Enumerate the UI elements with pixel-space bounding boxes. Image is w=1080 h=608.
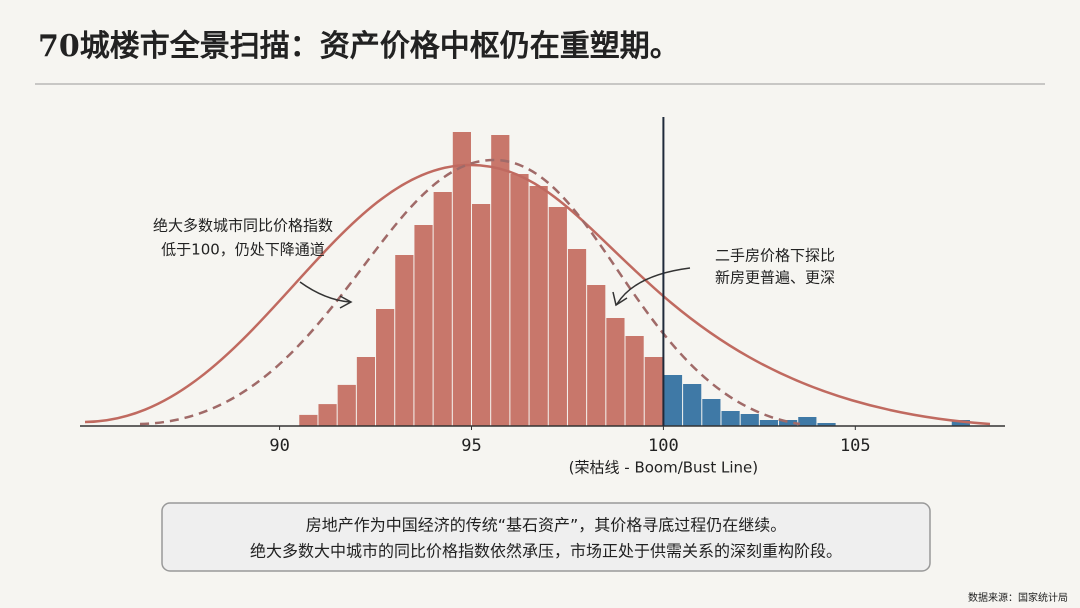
bar	[567, 249, 587, 426]
annotation: 低于100，仍处下降通道	[161, 241, 325, 259]
arrowhead	[612, 291, 628, 307]
bar	[779, 420, 798, 426]
bar	[587, 285, 606, 426]
bar	[740, 414, 759, 426]
annotation-arrow	[616, 267, 691, 305]
annotation: 新房更普遍、更深	[715, 269, 835, 287]
bar	[702, 399, 721, 426]
bar	[548, 207, 567, 426]
bar	[625, 336, 644, 426]
summary-text: 房地产作为中国经济的传统“基石资产”，其价格寻底过程仍在继续。	[306, 516, 787, 535]
bar	[299, 414, 318, 426]
bar	[356, 357, 376, 426]
bar	[721, 411, 740, 426]
bar	[759, 420, 779, 426]
bar	[951, 420, 970, 426]
bar	[683, 384, 702, 426]
bar	[376, 309, 395, 426]
arrowhead	[339, 295, 353, 309]
threshold-label: (荣枯线 - Boom/Bust Line)	[569, 459, 759, 477]
bar	[433, 192, 452, 426]
bar	[644, 357, 663, 426]
bar	[510, 174, 529, 426]
bar	[337, 384, 356, 426]
summary-box	[161, 502, 931, 572]
bar	[529, 186, 548, 426]
annotation: 绝大多数城市同比价格指数	[153, 217, 333, 235]
bar	[663, 375, 683, 426]
bar	[471, 204, 491, 426]
annotation-arrow	[299, 281, 351, 303]
summary-text: 绝大多数大中城市的同比价格指数依然承压，市场正处于供需关系的深刻重构阶段。	[250, 542, 842, 561]
bar	[414, 225, 433, 426]
x-tick-label: 105	[840, 436, 871, 456]
fit-curve-dashed	[139, 158, 801, 426]
bar	[395, 255, 414, 426]
bar	[817, 423, 836, 426]
chart-title: 70城楼市全景扫描：资产价格中枢仍在重塑期。	[38, 29, 680, 64]
bar	[318, 404, 337, 426]
bar	[798, 417, 817, 426]
source: 数据来源：国家统计局	[968, 591, 1068, 604]
bar	[452, 132, 471, 426]
bar	[491, 135, 510, 426]
x-tick-label: 100	[648, 436, 679, 456]
fit-curve	[84, 163, 991, 426]
x-tick-label: 95	[461, 436, 481, 456]
annotation: 二手房价格下探比	[715, 247, 835, 265]
bar	[606, 318, 625, 426]
x-tick-label: 90	[269, 436, 289, 456]
